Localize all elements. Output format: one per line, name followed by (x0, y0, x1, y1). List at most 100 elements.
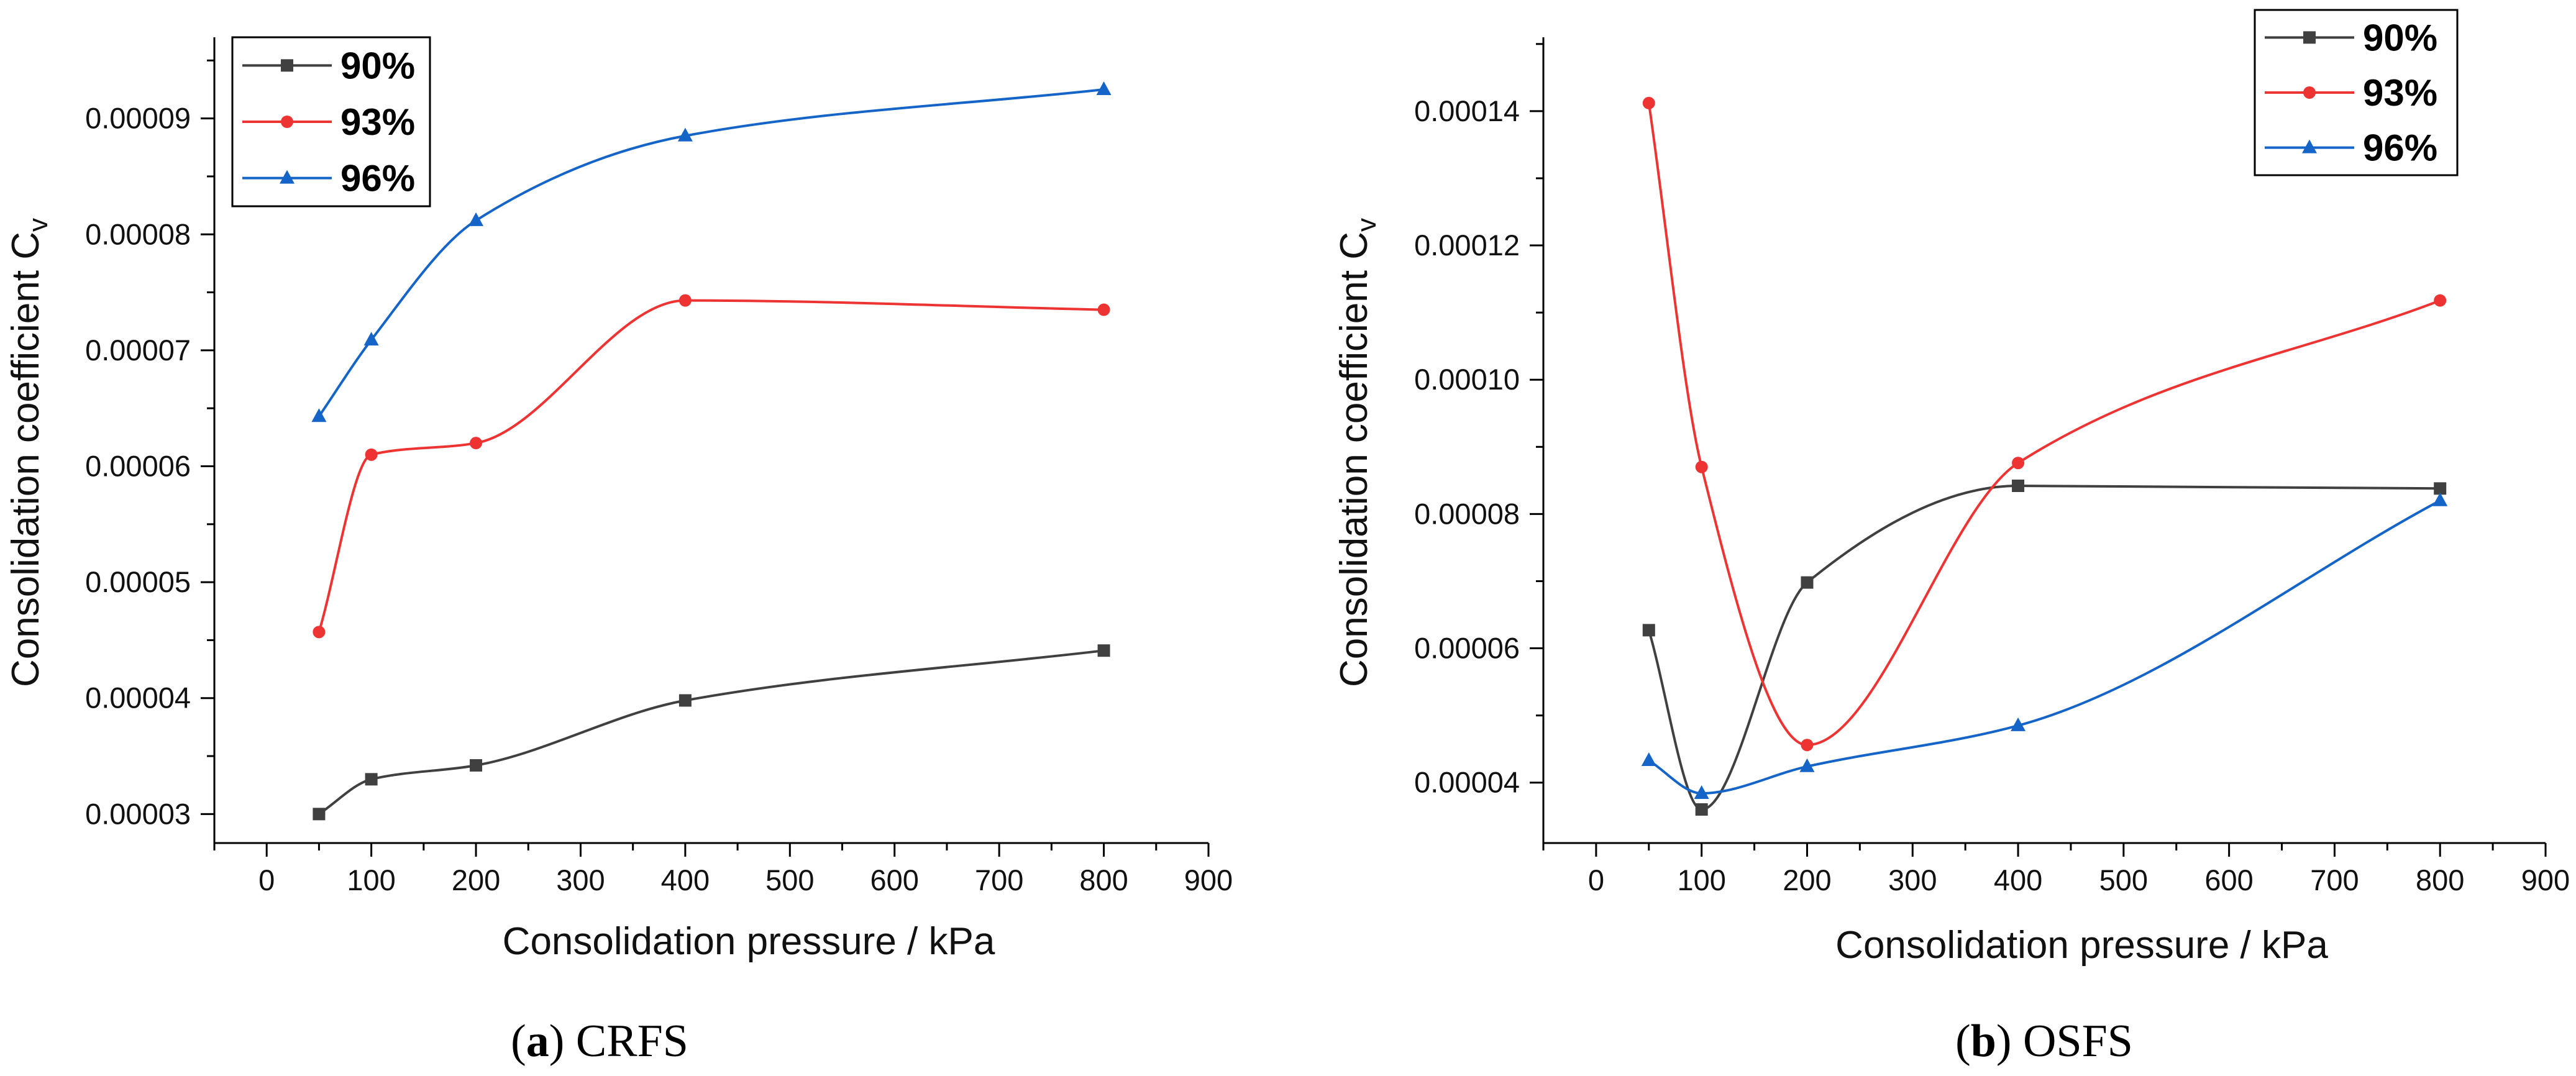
data-point (1801, 576, 1814, 589)
data-point (678, 694, 692, 707)
y-axis-title: Consolidation coefficient Cv (1333, 218, 1382, 687)
legend-marker (2303, 86, 2316, 99)
legend-marker (2303, 31, 2316, 44)
series-line (317, 299, 1104, 632)
data-point (468, 212, 484, 226)
x-tick-label: 100 (347, 864, 395, 896)
x-tick-label: 700 (975, 864, 1023, 896)
caption-paren-close: ) (549, 1016, 576, 1067)
data-point (363, 332, 379, 346)
data-point (1642, 624, 1655, 637)
series-line (1648, 499, 2441, 795)
y-tick-label: 0.00008 (1414, 497, 1520, 530)
data-point (313, 808, 326, 821)
y-axis-title-main: Consolidation coefficient C (1333, 232, 1376, 687)
data-point (678, 294, 692, 307)
legend-label: 96% (2363, 127, 2437, 169)
legend-label: 96% (340, 158, 415, 199)
x-tick-label: 900 (1184, 864, 1233, 896)
x-tick-label: 500 (2099, 864, 2148, 896)
x-tick-label: 0 (1588, 864, 1604, 896)
y-axis-title-main: Consolidation coefficient C (4, 232, 47, 687)
legend-marker (281, 59, 293, 72)
legend-marker (281, 116, 293, 128)
caption-paren-open: ( (1955, 1016, 1971, 1067)
y-tick-label: 0.00007 (85, 334, 191, 367)
data-point (2434, 294, 2447, 307)
data-point (1096, 81, 1112, 95)
x-tick-label: 600 (2204, 864, 2253, 896)
series-line (318, 649, 1104, 815)
x-axis-title: Consolidation pressure / kPa (1835, 924, 2328, 967)
x-tick-label: 900 (2521, 864, 2570, 896)
data-point (311, 408, 327, 422)
x-tick-label: 500 (765, 864, 814, 896)
x-tick-label: 400 (661, 864, 710, 896)
y-tick-label: 0.00004 (85, 682, 191, 714)
data-point (1097, 303, 1110, 316)
data-point (2012, 479, 2025, 492)
x-tick-label: 200 (452, 864, 500, 896)
data-point (1097, 644, 1110, 657)
legend-label: 93% (2363, 72, 2437, 114)
series-90% (313, 644, 1110, 821)
y-tick-label: 0.00008 (85, 217, 191, 250)
series-line (1647, 484, 2441, 811)
x-tick-label: 0 (258, 864, 275, 896)
data-point (1641, 752, 1656, 767)
x-tick-label: 100 (1677, 864, 1725, 896)
legend-label: 93% (340, 101, 415, 143)
data-point (2432, 492, 2448, 506)
data-point (470, 437, 483, 450)
chart-panel-b: 0 100 200 300 400 500 600 700 800 900 0.00004 0.000… (1333, 9, 2570, 1067)
caption-title: CRFS (576, 1016, 688, 1067)
series-93% (1642, 96, 2447, 752)
legend: 90% 93% 96% (231, 36, 431, 207)
x-tick-label: 200 (1783, 864, 1831, 896)
data-point (365, 773, 378, 786)
y-tick-label: 0.00010 (1414, 363, 1520, 396)
caption-paren-close: ) (1996, 1016, 2023, 1067)
x-tick-label: 300 (1888, 864, 1937, 896)
caption-letter: b (1971, 1016, 1996, 1067)
legend: 90% 93% 96% (2254, 9, 2459, 176)
caption-title: OSFS (2023, 1016, 2133, 1067)
y-tick-label: 0.00006 (85, 449, 191, 482)
y-axis-title-subscript: v (1351, 218, 1382, 232)
data-point (1801, 739, 1814, 752)
data-point (1799, 758, 1815, 772)
legend-marker (280, 170, 295, 184)
series-93% (313, 294, 1110, 639)
data-point (2434, 482, 2447, 495)
data-point (1642, 96, 1655, 109)
legend-label: 90% (340, 45, 415, 86)
data-point (2012, 457, 2025, 470)
series-line (317, 88, 1104, 417)
legend-marker (2302, 139, 2317, 153)
series-90% (1642, 479, 2447, 816)
x-tick-label: 400 (1994, 864, 2042, 896)
y-tick-label: 0.00009 (85, 102, 191, 135)
x-tick-label: 300 (556, 864, 605, 896)
caption-letter: a (526, 1016, 549, 1067)
x-axis-title: Consolidation pressure / kPa (503, 920, 995, 963)
data-point (2011, 717, 2026, 731)
data-point (677, 127, 693, 142)
data-point (1695, 803, 1708, 816)
y-tick-label: 0.00004 (1414, 766, 1520, 799)
x-tick-label: 800 (1079, 864, 1128, 896)
series-line (1647, 103, 2441, 747)
data-point (313, 626, 326, 639)
y-tick-label: 0.00006 (1414, 632, 1520, 665)
panel-caption: (b) OSFS (1955, 1016, 2133, 1067)
x-tick-label: 700 (2310, 864, 2359, 896)
y-tick-label: 0.00012 (1414, 229, 1520, 262)
series-96% (1641, 492, 2448, 800)
y-tick-label: 0.00005 (85, 565, 191, 598)
legend-label: 90% (2363, 17, 2437, 58)
caption-paren-open: ( (511, 1016, 526, 1067)
chart-panel-a: 0 100 200 300 400 500 600 700 800 900 0.00003 0.000… (4, 36, 1233, 1067)
y-axis-title: Consolidation coefficient Cv (4, 218, 53, 687)
data-point (1694, 785, 1709, 800)
